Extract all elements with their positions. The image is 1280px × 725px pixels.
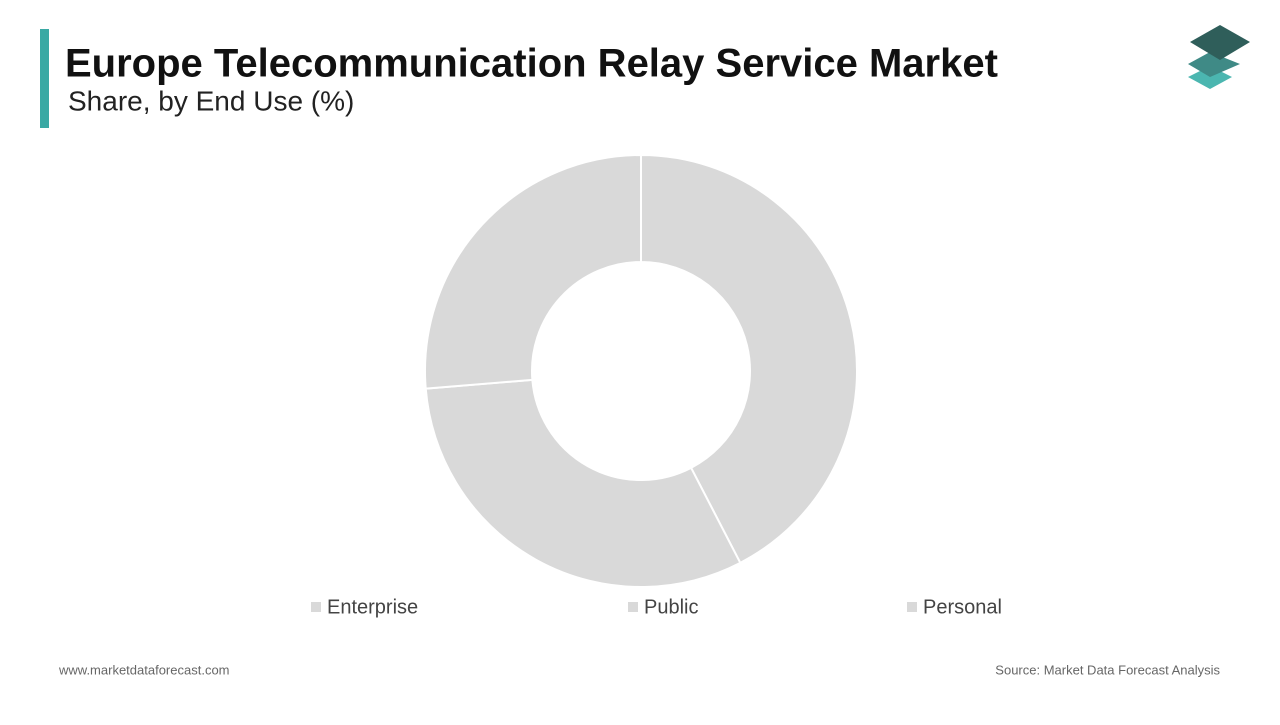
donut-segment	[424, 153, 642, 390]
chart-subtitle: Share, by End Use (%)	[68, 85, 354, 116]
footer-source: Source: Market Data Forecast Analysis	[995, 662, 1220, 677]
legend-label: Personal	[923, 596, 1002, 618]
legend-label: Public	[644, 596, 698, 618]
footer-website: www.marketdataforecast.com	[58, 662, 230, 677]
donut	[424, 153, 858, 588]
donut-segment	[424, 378, 742, 588]
chart-title: Europe Telecommunication Relay Service M…	[65, 42, 998, 86]
donut-segment	[640, 153, 858, 565]
legend-marker	[907, 602, 917, 612]
legend: Enterprise Public Personal	[311, 596, 1002, 618]
legend-marker	[628, 602, 638, 612]
logo	[1188, 25, 1250, 89]
legend-marker	[311, 602, 321, 612]
legend-label: Enterprise	[327, 596, 418, 618]
title-accent-bar	[40, 29, 49, 128]
